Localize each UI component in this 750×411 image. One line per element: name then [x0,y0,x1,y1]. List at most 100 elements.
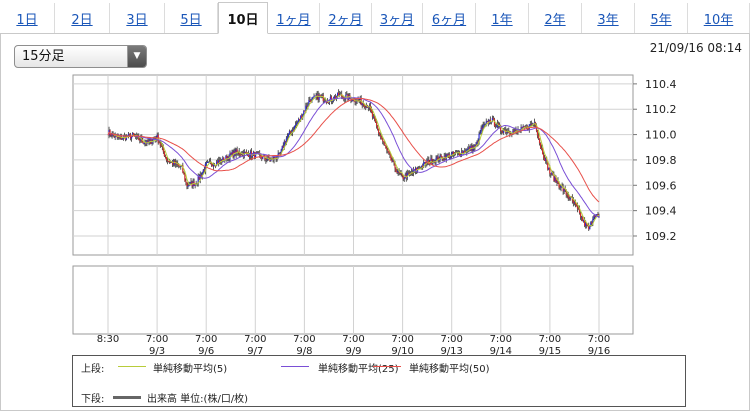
candle-body [128,133,131,135]
candle-body [133,133,135,136]
candle-body [578,209,581,213]
tab-12[interactable]: 3年 [582,3,635,33]
candle-body [550,173,552,175]
x-tick-time: 7:00 [539,334,561,345]
candle-body [575,204,578,207]
y-tick-label: 109.8 [645,154,677,167]
candle-body [494,125,497,127]
candle-body [138,135,140,140]
tab-11[interactable]: 2年 [529,3,582,33]
chevron-down-icon[interactable]: ▼ [127,46,146,67]
interval-select-value: 15分足 [22,49,65,64]
timestamp: 21/09/16 08:14 [649,41,742,55]
candle-body [539,143,542,149]
candle-body [484,123,486,125]
candle-body [183,172,185,175]
candle-body [483,124,485,126]
tab-8[interactable]: 3ヶ月 [372,3,423,33]
interval-select[interactable]: 15分足 ▼ [14,45,147,68]
candle-body [485,121,487,124]
tab-1[interactable]: 1日 [0,3,55,33]
candle-body [538,138,541,144]
candle-body [492,117,495,120]
tab-3[interactable]: 3日 [110,3,165,33]
candle-body [321,95,323,97]
candle-body [587,225,589,227]
candle-body [110,134,112,136]
tab-6[interactable]: 1ヶ月 [268,3,320,33]
tab-13[interactable]: 5年 [635,3,688,33]
candle-body [486,120,488,122]
tab-5[interactable]: 10日 [218,2,268,34]
candle-body [140,137,142,141]
candle-body [281,146,283,150]
candle-body [350,98,352,101]
candle-body [114,135,116,138]
candle-body [200,174,202,177]
candle-body [287,133,290,137]
candle-body [225,155,227,160]
candle-body [177,164,179,165]
candle-body [375,122,378,126]
tab-10[interactable]: 1年 [476,3,529,33]
candle-body [194,183,196,187]
tab-4[interactable]: 5日 [165,3,218,33]
candle-body [594,215,596,218]
candle-body [436,156,438,159]
candle-body [551,172,553,175]
candle-body [523,126,525,128]
candle-body [464,150,466,153]
candle-body [554,175,556,181]
candle-body [162,146,164,152]
candle-body [158,142,160,144]
candle-body [284,141,286,143]
candle-body [261,157,263,159]
tab-9[interactable]: 6ヶ月 [423,3,476,33]
candle-body [476,141,478,146]
candle-body [499,125,502,131]
candle-body [147,140,149,143]
candle-body [255,152,257,158]
candle-body [361,103,363,106]
y-tick-label: 110.0 [645,129,677,142]
candle-body [348,95,350,100]
legend-volume-label: 出来高 単位:(株/口/枚) [147,394,249,405]
candle-body [300,115,302,120]
candle-body [463,150,465,154]
candle-body [397,170,399,173]
candle-body [491,117,493,123]
candle-body [585,222,587,226]
candle-body [211,165,214,167]
tab-7[interactable]: 2ヶ月 [320,3,372,33]
candle-body [178,164,180,166]
y-tick-label: 109.4 [645,205,677,218]
candle-body [504,129,506,131]
candle-body [331,100,334,102]
tab-2[interactable]: 2日 [55,3,110,33]
candle-body [435,158,437,163]
candle-body [399,172,401,174]
candle-body [568,197,570,200]
candle-body [560,185,562,188]
candle-body [293,125,296,131]
candle-body [533,122,536,124]
candle-body [252,152,255,154]
candle-body [502,131,504,133]
period-tab-bar: 1日 2日 3日 5日 10日 1ヶ月 2ヶ月 3ヶ月 6ヶ月 1年 2年 3年 5年 10年 [0,0,750,34]
candle-body [522,126,524,128]
candle-body [130,135,133,139]
candle-body [354,101,356,103]
candle-body [530,124,532,125]
x-tick-date: 9/16 [588,346,610,357]
candle-body [357,99,359,101]
candle-body [524,127,526,129]
candle-body [473,146,475,148]
candle-body [495,126,498,128]
candle-body [440,155,442,157]
candle-body [566,194,568,196]
candle-body [355,101,357,103]
x-tick-date: 9/8 [296,346,312,357]
legend-ma5-line [118,366,146,367]
candle-body [256,152,258,154]
candle-body [501,130,503,132]
